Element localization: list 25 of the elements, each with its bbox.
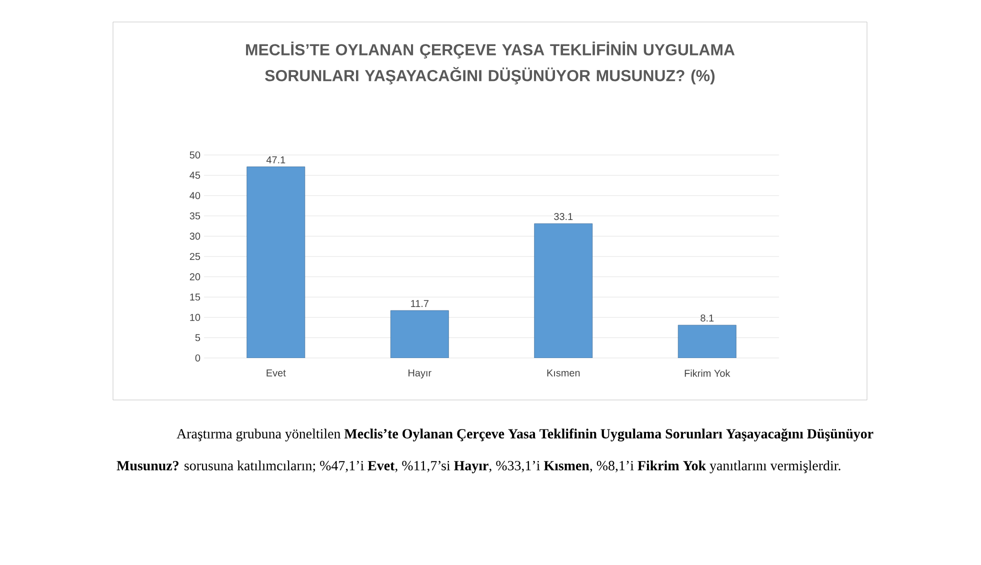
y-tick-label: 40: [190, 192, 200, 200]
y-tick-label: 35: [190, 212, 200, 220]
x-tick-label: Fikrim Yok: [684, 370, 730, 377]
bar: [678, 324, 736, 358]
bar: [390, 310, 449, 358]
data-label: 11.7: [411, 300, 428, 307]
y-tick-label: 10: [190, 314, 200, 321]
y-tick-label: 50: [190, 151, 200, 159]
data-label: 47.1: [266, 156, 286, 164]
y-tick-label: 45: [190, 172, 200, 179]
bar: [246, 166, 306, 358]
y-tick-label: 0: [195, 354, 200, 362]
y-tick-label: 25: [190, 252, 200, 260]
y-tick-label: 5: [195, 334, 200, 342]
bar: [534, 223, 593, 358]
y-tick-label: 15: [190, 294, 200, 301]
y-tick-label: 30: [190, 232, 200, 240]
chart-title: MECLİS’TE OYLANAN ÇERÇEVE YASA TEKLİFİNİN UYGULAMA SORUNLARI YAŞAYACAĞINI DÜŞÜNÜYOR MUSUNUZ? (%): [246, 42, 735, 84]
x-tick-label: Kısmen: [547, 370, 580, 376]
data-label: 8.1: [700, 314, 714, 322]
x-tick-label: Hayır: [408, 370, 432, 378]
x-tick-label: Evet: [266, 370, 286, 376]
y-tick-label: 20: [190, 273, 200, 280]
text: Araştırma grubuna yöneltilen Meclis’te Oylanan Çerçeve Yasa Teklifinin Uygulama Sorunları Yaşayacağını Düşünüyor Musunuz? sorusuna katılımcıların; %47,1’i Evet, %11,7’si Hayır, %33,1’i Kısmen, %8,1’i Fikrim Yok yanıtlarını vermişlerdir.: [116, 428, 874, 474]
data-label: 33.1: [554, 213, 573, 220]
